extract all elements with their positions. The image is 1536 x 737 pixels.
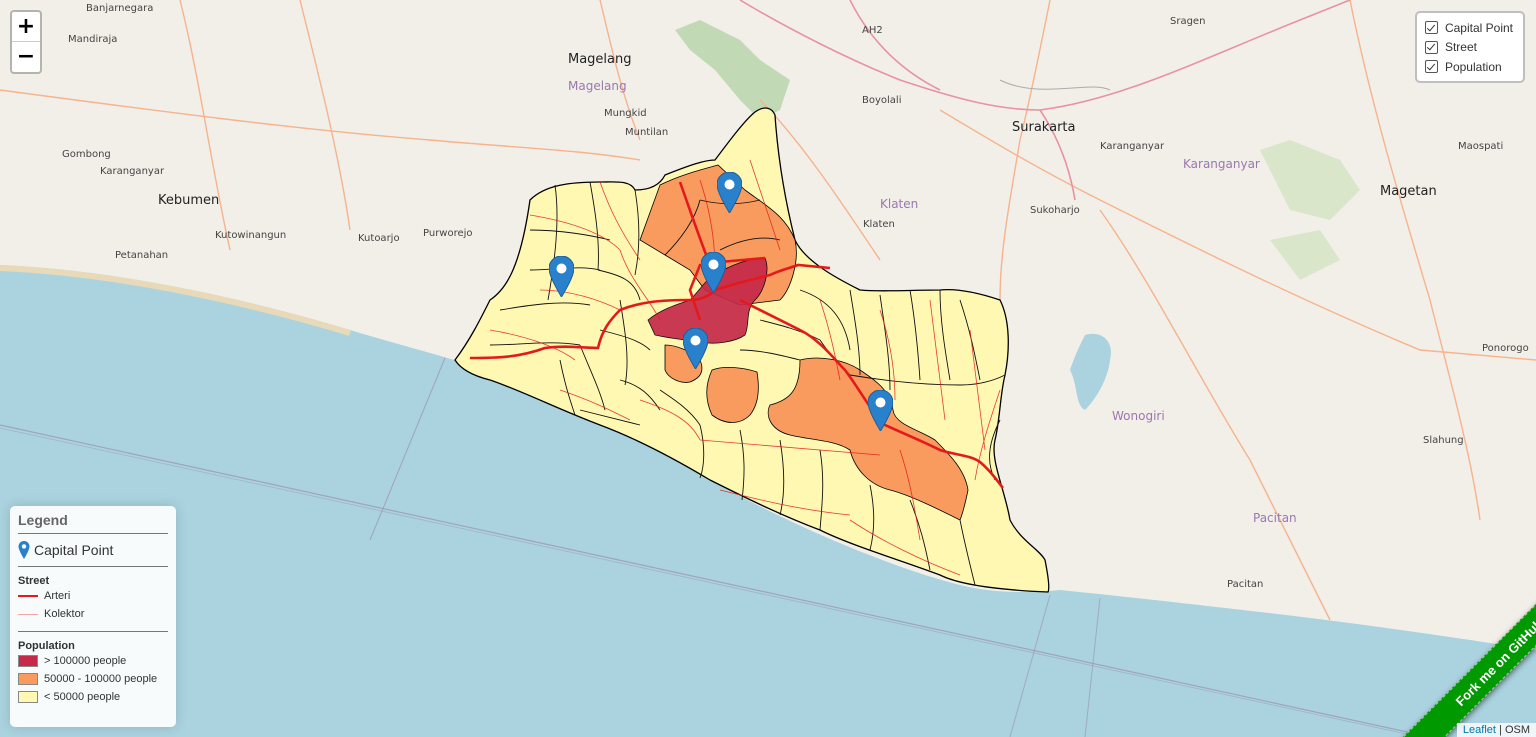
place-label: Pacitan bbox=[1227, 579, 1264, 590]
legend-label: < 50000 people bbox=[44, 691, 121, 703]
place-label: Kutowinangun bbox=[215, 230, 287, 241]
legend-divider bbox=[18, 566, 168, 567]
github-ribbon-container: Fork me on GitHub bbox=[1386, 587, 1536, 737]
checkbox-street[interactable] bbox=[1424, 40, 1438, 54]
place-label: Karanganyar bbox=[1100, 141, 1165, 152]
legend-panel: Legend Capital Point Street Arteri Kolek… bbox=[10, 506, 176, 727]
place-label: AH2 bbox=[862, 25, 883, 36]
layer-toggle-population[interactable]: Population bbox=[1424, 57, 1513, 77]
legend-divider bbox=[18, 533, 168, 534]
osm-credit: OSM bbox=[1504, 724, 1530, 736]
place-label: Maospati bbox=[1458, 141, 1504, 152]
legend-capital-row: Capital Point bbox=[18, 538, 168, 562]
place-label: Surakarta bbox=[1012, 120, 1076, 135]
place-label: Sukoharjo bbox=[1030, 205, 1080, 216]
marker-sleman[interactable] bbox=[717, 172, 742, 213]
legend-street-title: Street bbox=[18, 575, 50, 587]
legend-row-pop-low: < 50000 people bbox=[18, 688, 168, 706]
layer-label: Street bbox=[1444, 40, 1477, 55]
leaflet-link[interactable]: Leaflet bbox=[1462, 724, 1496, 736]
place-label: Banjarnegara bbox=[86, 3, 154, 14]
place-label: Magetan bbox=[1380, 184, 1437, 199]
zoom-control: + − bbox=[10, 10, 42, 74]
legend-population-title: Population bbox=[18, 640, 75, 652]
layer-label: Population bbox=[1444, 59, 1502, 74]
layer-control: Capital Point Street Population bbox=[1414, 11, 1525, 83]
pop-low-swatch bbox=[18, 691, 38, 703]
github-ribbon[interactable]: Fork me on GitHub bbox=[1400, 587, 1536, 737]
place-label: Ponorogo bbox=[1482, 343, 1529, 354]
place-label: Magelang bbox=[568, 79, 627, 93]
marker-yogyakarta[interactable] bbox=[701, 252, 726, 293]
marker-icon bbox=[18, 541, 30, 559]
legend-label: Kolektor bbox=[44, 608, 85, 620]
layer-label: Capital Point bbox=[1444, 20, 1513, 35]
place-label: Muntilan bbox=[625, 127, 669, 138]
place-label: Mungkid bbox=[604, 108, 647, 119]
place-label: Petanahan bbox=[115, 250, 169, 261]
zoom-in-button[interactable]: + bbox=[12, 12, 40, 42]
place-label: Karanganyar bbox=[1183, 157, 1260, 171]
kolektor-line-swatch bbox=[18, 613, 38, 615]
place-label: Magelang bbox=[568, 52, 632, 67]
legend-capital-label: Capital Point bbox=[34, 542, 114, 558]
marker-bantul[interactable] bbox=[683, 328, 708, 369]
place-label: Wonogiri bbox=[1112, 409, 1165, 423]
legend-label: > 100000 people bbox=[44, 655, 127, 667]
place-label: Karanganyar bbox=[100, 166, 165, 177]
checkbox-capital-point[interactable] bbox=[1424, 21, 1438, 35]
place-label: Pacitan bbox=[1253, 511, 1297, 525]
legend-label: 50000 - 100000 people bbox=[44, 673, 158, 685]
place-label: Purworejo bbox=[423, 228, 473, 239]
attribution: Leaflet | OSM bbox=[1456, 723, 1536, 737]
place-label: Klaten bbox=[880, 197, 919, 211]
legend-divider bbox=[18, 631, 168, 632]
marker-wonosari[interactable] bbox=[868, 390, 893, 431]
legend-label: Arteri bbox=[44, 590, 71, 602]
layer-toggle-capital-point[interactable]: Capital Point bbox=[1424, 18, 1513, 38]
marker-kulon-progo[interactable] bbox=[549, 256, 574, 297]
legend-title: Legend bbox=[18, 512, 68, 528]
place-label: Mandiraja bbox=[68, 34, 118, 45]
arteri-line-swatch bbox=[18, 595, 38, 597]
place-label: Boyolali bbox=[862, 95, 902, 106]
place-label: Slahung bbox=[1423, 435, 1464, 446]
checkbox-population[interactable] bbox=[1424, 60, 1438, 74]
layer-toggle-street[interactable]: Street bbox=[1424, 38, 1513, 58]
legend-row-arteri: Arteri bbox=[18, 587, 168, 605]
legend-row-pop-mid: 50000 - 100000 people bbox=[18, 670, 168, 688]
legend-row-kolektor: Kolektor bbox=[18, 605, 168, 623]
place-label: Kebumen bbox=[158, 193, 220, 208]
place-label: Sragen bbox=[1170, 16, 1206, 27]
place-label: Gombong bbox=[62, 149, 111, 160]
zoom-out-button[interactable]: − bbox=[16, 44, 36, 69]
attribution-separator: | bbox=[1495, 724, 1505, 736]
place-label: Klaten bbox=[863, 219, 895, 230]
legend-row-pop-high: > 100000 people bbox=[18, 652, 168, 670]
place-label: Kutoarjo bbox=[358, 233, 400, 244]
pop-mid-swatch bbox=[18, 673, 38, 685]
pop-high-swatch bbox=[18, 655, 38, 667]
